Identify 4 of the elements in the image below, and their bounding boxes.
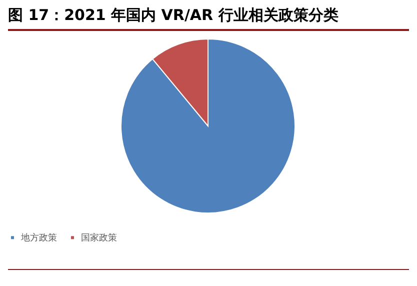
chart-title: 图 17：2021 年国内 VR/AR 行业相关政策分类 [8,6,409,31]
legend-label: 地方政策 [20,232,57,244]
legend-label: 国家政策 [81,232,117,244]
pie-slice [120,38,296,214]
